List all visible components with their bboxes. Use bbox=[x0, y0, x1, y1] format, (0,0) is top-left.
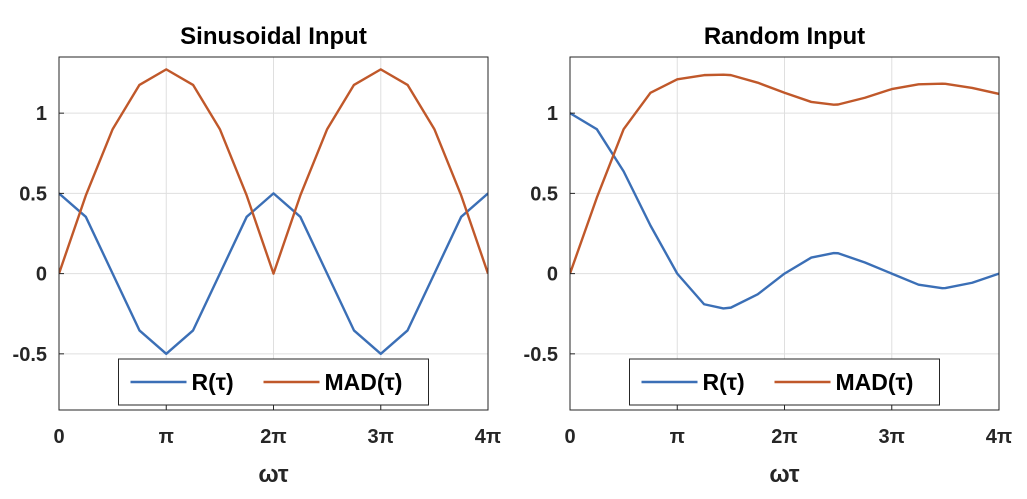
x-tick-label: 3π bbox=[368, 426, 394, 448]
chart-title: Random Input bbox=[704, 23, 865, 50]
legend-label-r: R(τ) bbox=[703, 369, 745, 395]
series-line-mad bbox=[59, 68, 488, 275]
x-tick-label: π bbox=[670, 426, 685, 448]
legend: R(τ) MAD(τ) bbox=[629, 358, 940, 406]
series-line-r bbox=[570, 112, 999, 310]
y-tick-label: 1 bbox=[36, 103, 47, 125]
x-tick-label: 4π bbox=[475, 426, 501, 448]
x-tick-label: 0 bbox=[53, 426, 64, 448]
legend-label-r: R(τ) bbox=[192, 369, 234, 395]
chart-panel-2: 0 π 2π 3π 4π -0.5 0 0.5 1 Random Input ωτ R(τ) MAD(τ… bbox=[524, 23, 1013, 488]
y-tick-label: 0 bbox=[547, 264, 558, 286]
legend: R(τ) MAD(τ) bbox=[118, 358, 429, 406]
y-tick-label: 0 bbox=[36, 264, 47, 286]
legend-label-mad: MAD(τ) bbox=[325, 369, 403, 395]
x-axis-label: ωτ bbox=[258, 461, 289, 488]
x-axis-label: ωτ bbox=[769, 461, 800, 488]
x-tick-label: 2π bbox=[260, 426, 286, 448]
series-line-mad bbox=[570, 73, 999, 275]
x-tick-label: 2π bbox=[771, 426, 797, 448]
chart-title: Sinusoidal Input bbox=[180, 23, 367, 50]
y-tick-label: 0.5 bbox=[530, 183, 558, 205]
y-tick-label: -0.5 bbox=[13, 344, 47, 366]
x-tick-label: π bbox=[159, 426, 174, 448]
y-tick-label: 0.5 bbox=[19, 183, 47, 205]
x-tick-label: 4π bbox=[986, 426, 1012, 448]
legend-label-mad: MAD(τ) bbox=[836, 369, 914, 395]
chart-panel-1: 0 π 2π 3π 4π -0.5 0 0.5 1 Sinusoidal Input ωτ R(τ) M… bbox=[13, 23, 502, 488]
y-tick-label: 1 bbox=[547, 103, 558, 125]
y-tick-label: -0.5 bbox=[524, 344, 558, 366]
x-tick-label: 3π bbox=[879, 426, 905, 448]
x-tick-label: 0 bbox=[564, 426, 575, 448]
series-line-r bbox=[59, 192, 488, 356]
